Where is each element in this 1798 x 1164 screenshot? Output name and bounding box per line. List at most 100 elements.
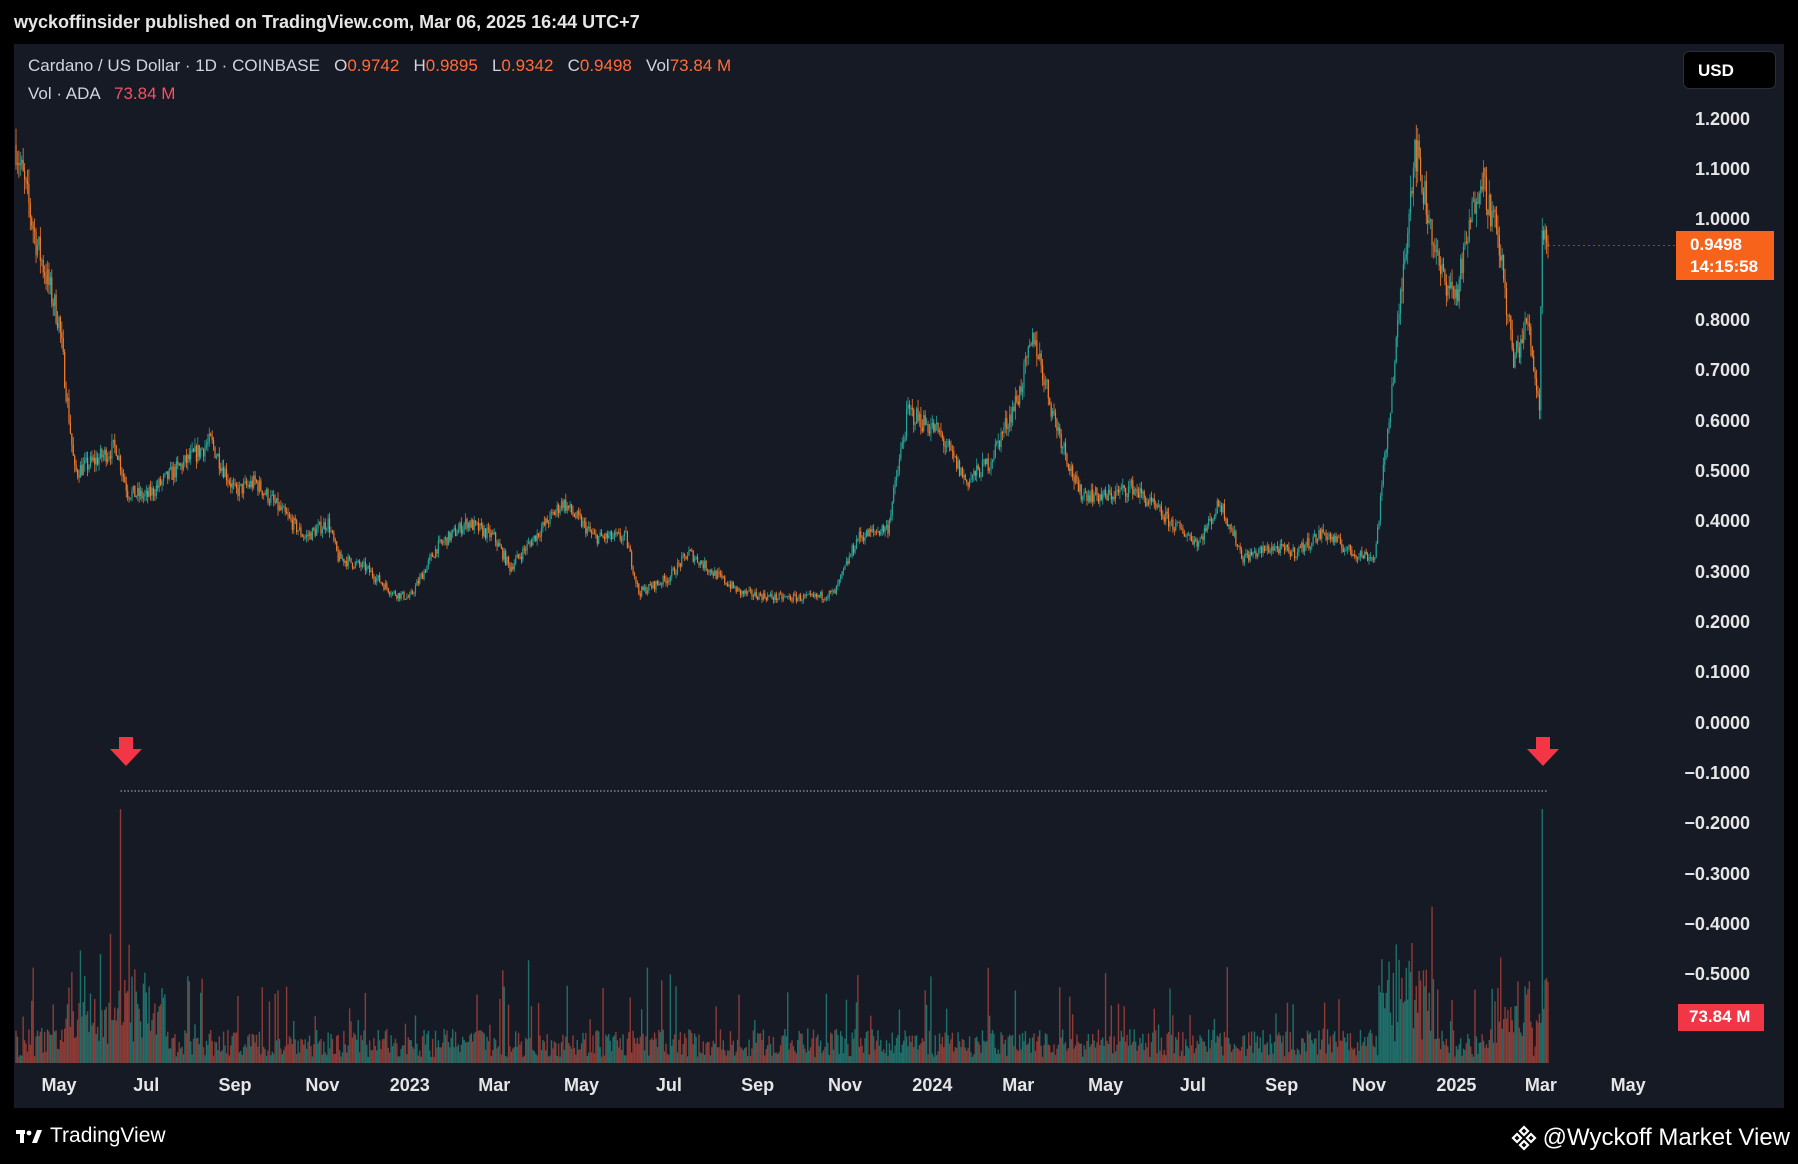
candle-body (1019, 386, 1021, 405)
volume-bar (1530, 1021, 1532, 1063)
volume-bar (1484, 1047, 1486, 1063)
volume-bar (1442, 1041, 1445, 1063)
volume-bar (423, 1029, 425, 1063)
volume-bar (910, 1042, 912, 1063)
volume-bar (116, 1008, 119, 1063)
volume-bar (421, 1036, 424, 1063)
volume-bar (212, 1055, 215, 1063)
volume-bar (673, 1034, 676, 1063)
candle-body (941, 434, 943, 439)
volume-bar (822, 1050, 825, 1063)
volume-bar (311, 1056, 314, 1063)
candle-body (1157, 505, 1160, 508)
volume-bar (131, 976, 133, 1063)
volume-bar (596, 1030, 599, 1063)
candle-body (774, 593, 776, 601)
volume-bar (1167, 1032, 1170, 1063)
volume-bar (592, 1035, 594, 1063)
candle-body (546, 518, 548, 523)
volume-bar (441, 1042, 444, 1063)
candle-body (953, 451, 955, 457)
volume-bar (1291, 1049, 1293, 1063)
candle-body (611, 531, 613, 539)
volume-bar (1104, 973, 1107, 1063)
volume-bar (1298, 1050, 1300, 1063)
volume-bar (688, 1029, 690, 1063)
volume-bar (232, 1032, 235, 1063)
candle-body (454, 528, 457, 536)
candle-body (1014, 396, 1016, 411)
volume-bar (1306, 1030, 1309, 1063)
candle-body (671, 569, 673, 577)
volume-bar (860, 1037, 862, 1063)
x-tick-label: Mar (1524, 1075, 1557, 1095)
volume-bar (735, 1051, 737, 1063)
candle-body (453, 528, 455, 530)
candle-body (837, 583, 839, 586)
x-tick-label: Mar (1002, 1075, 1035, 1095)
volume-bar (583, 1039, 586, 1063)
candle-body (679, 563, 681, 567)
candle-body (1153, 498, 1155, 505)
candle-body (267, 489, 269, 503)
candle-body (344, 560, 346, 563)
candle-body (1481, 186, 1483, 190)
volume-bar (1114, 1051, 1117, 1063)
volume-bar (118, 990, 120, 1063)
candle-body (69, 422, 72, 434)
volume-bar (313, 1044, 315, 1063)
volume-bar (1404, 1000, 1406, 1063)
volume-bar (142, 983, 145, 1063)
candle-body (586, 527, 588, 534)
volume-bar (374, 1046, 377, 1063)
volume-bar (1036, 1041, 1038, 1063)
candle-body (410, 591, 412, 595)
volume-bar (1137, 1045, 1140, 1063)
volume-bar (403, 1045, 405, 1063)
candle-body (1440, 265, 1442, 274)
volume-bar (882, 1049, 885, 1063)
volume-bar (851, 1032, 853, 1063)
candle-body (1285, 544, 1287, 551)
candle-body (74, 455, 76, 465)
volume-bar (1176, 1039, 1178, 1063)
candle-body (1156, 504, 1158, 508)
volume-bar (845, 999, 848, 1063)
volume-bar (545, 1050, 547, 1063)
volume-bar (831, 1034, 833, 1063)
volume-bar (1385, 992, 1387, 1063)
candle-body (1419, 157, 1422, 176)
candle-body (194, 446, 196, 452)
x-tick-label: Mar (478, 1075, 511, 1095)
volume-bar (844, 1038, 846, 1063)
candle-body (668, 580, 670, 582)
candle-body (1021, 387, 1024, 393)
candle-body (1206, 525, 1208, 531)
volume-bar (32, 967, 34, 1063)
candle-body (379, 575, 381, 583)
candle-body (661, 583, 663, 585)
volume-bar (1031, 1037, 1034, 1063)
tradingview-brand[interactable]: TradingView (16, 1124, 166, 1148)
volume-bar (539, 1035, 541, 1063)
volume-bar (1059, 987, 1061, 1063)
candle-body (290, 517, 292, 520)
candle-body (1480, 186, 1482, 194)
candle-body (1438, 251, 1440, 266)
publish-line: wyckoffinsider published on TradingView.… (14, 12, 640, 32)
volume-bar (1338, 999, 1340, 1063)
volume-bar (1425, 969, 1427, 1063)
volume-bar (141, 1037, 143, 1063)
volume-bar (214, 1041, 216, 1063)
volume-bar (197, 1037, 199, 1063)
volume-bar (925, 1004, 928, 1063)
volume-bar (371, 1050, 374, 1063)
candle-body (1328, 533, 1330, 537)
volume-bar (835, 1029, 838, 1063)
volume-bar (1243, 1034, 1246, 1063)
candle-body (1422, 192, 1425, 204)
candle-body (598, 536, 600, 544)
currency-button[interactable]: USD (1683, 51, 1776, 89)
chart-frame[interactable] (14, 44, 1784, 1108)
